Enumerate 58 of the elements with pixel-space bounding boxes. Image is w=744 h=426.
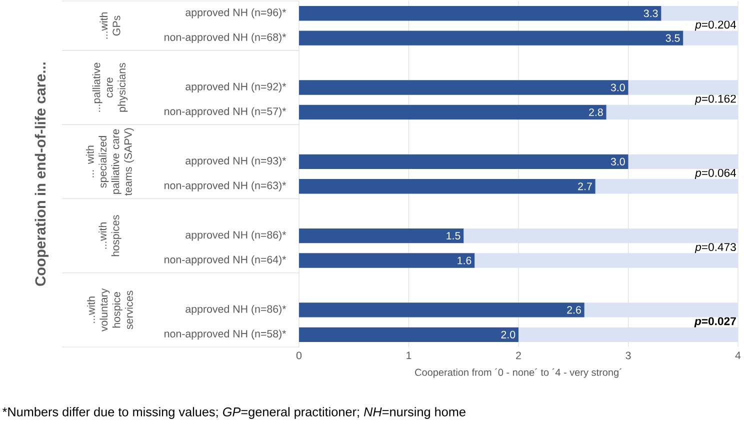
text: ... with specialized palliative care teams (SAPV) [86,128,134,196]
data-label: 3.3 [644,10,658,18]
annotation: p=0.473 [694,243,736,254]
bar [298,179,596,194]
bar [518,327,738,342]
text: ...with voluntary hospice services [87,288,133,332]
bar [628,154,738,169]
y-tick-label: non-approved NH (n=68)* [164,33,286,44]
text: ...with hospices [98,215,122,256]
bar [298,253,475,268]
x-tick-label: 0 [296,352,302,360]
annotation: p=0.064 [694,168,736,180]
bar [298,104,606,120]
y-tick-label: non-approved NH (n=63)* [164,181,286,192]
x-tick-label: 3 [626,352,631,360]
data-label: 1.6 [458,256,472,264]
text: ...with GPs [100,12,120,39]
bar [474,253,738,268]
text: ...palliative care physicians [92,62,128,112]
text: *Numbers differ due to missing values; GP=general practitioner; NH=nursing home [2,407,466,419]
data-label: 3.0 [610,84,625,92]
data-label: 3.0 [610,158,625,166]
y-tick-label: non-approved NH (n=58)* [164,330,286,340]
y-tick-label: non-approved NH (n=57)* [164,107,286,118]
y-tick-label: non-approved NH (n=64)* [164,256,286,266]
bar [683,30,738,46]
data-label: 3.5 [666,34,680,42]
data-label: 2.8 [589,108,603,116]
bar [298,228,464,244]
text: p=0.027 [694,317,736,328]
annotation: p=0.204 [694,20,736,31]
x-tick-label: 4 [735,352,741,360]
data-label: 2.0 [501,330,516,338]
bar [606,104,738,120]
x-tick-label: 1 [406,352,412,360]
bar [584,302,738,318]
data-label: 2.6 [567,306,581,314]
bar [298,154,628,169]
x-axis-title: Cooperation from ´0 - none´ to ´4 - very strong´ [415,368,622,378]
y-tick-label: approved NH (n=86)* [186,230,286,241]
y-tick-label: approved NH (n=96)* [186,8,286,18]
text: Cooperation in end-of-life care... [34,62,48,286]
bar [298,30,684,46]
data-label: 2.7 [578,182,592,190]
bar [298,6,662,21]
bar [628,80,738,95]
bar [464,228,738,244]
y-tick-label: approved NH (n=93)* [186,156,286,167]
bar [595,179,738,194]
x-tick-label: 2 [516,352,521,360]
bar [298,80,628,95]
bar [298,327,518,342]
y-tick-label: approved NH (n=92)* [186,82,286,92]
y-tick-label: approved NH (n=86)* [186,304,286,315]
bar [298,302,584,318]
bar [661,6,738,21]
data-label: 1.5 [446,232,460,240]
annotation: p=0.162 [694,94,736,105]
